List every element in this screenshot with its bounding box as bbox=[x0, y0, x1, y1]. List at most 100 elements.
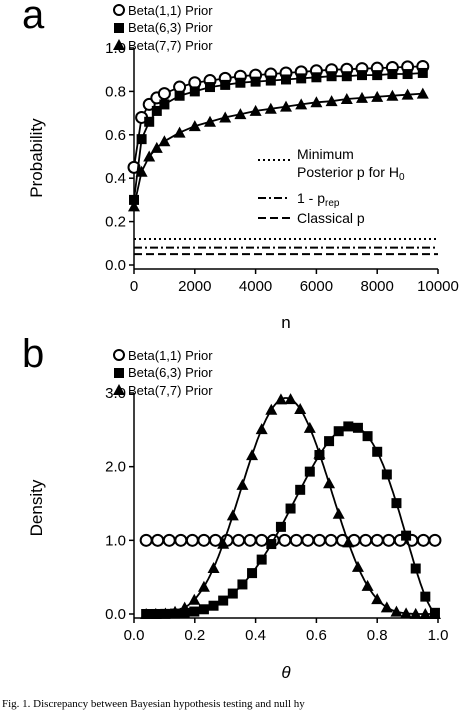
panel-a-data-point-filled-square bbox=[129, 194, 139, 205]
panel-a-series bbox=[127, 59, 430, 212]
panel-b-data-point-filled-triangle bbox=[236, 478, 249, 490]
panel-a-data-point-filled-triangle bbox=[135, 165, 148, 177]
panel-a-x-tick-label: 0 bbox=[130, 278, 138, 295]
panel-b-axes: 0.0 1.0 2.0 3.0 0.0 0.2 0.4 0.6 0.8 1.0 bbox=[105, 385, 448, 644]
panel-a-data-point-filled-square bbox=[250, 76, 261, 87]
panel-b-data-point-filled-triangle bbox=[149, 607, 162, 619]
panel-b-data-point-filled-square bbox=[304, 466, 315, 477]
panel-a-data-point-filled-triangle bbox=[264, 102, 277, 114]
panel-a-style-legend: Minimum Posterior p for H0 1 - prep Clas… bbox=[258, 146, 405, 226]
panel-b-data-point-filled-square bbox=[218, 595, 229, 606]
panel-b-data-point-open-circle bbox=[370, 533, 384, 547]
panel-b-data-point-filled-triangle bbox=[390, 605, 403, 617]
panel-a-data-point-filled-square bbox=[174, 90, 185, 101]
panel-b-series bbox=[139, 393, 442, 619]
panel-b-data-point-filled-triangle bbox=[400, 607, 413, 619]
panel-a-data-point-filled-triangle bbox=[128, 200, 140, 212]
panel-b-data-point-filled-square bbox=[401, 530, 412, 541]
panel-b-data-point-filled-triangle bbox=[207, 561, 220, 573]
panel-a-data-point-filled-triangle bbox=[173, 126, 186, 138]
panel-b-data-point-open-circle bbox=[382, 533, 396, 547]
panel-b-y-tick-label: 3.0 bbox=[105, 385, 126, 402]
panel-b-data-point-filled-square bbox=[343, 421, 354, 432]
panel-b-data-point-open-circle bbox=[278, 533, 292, 547]
panel-b-data-point-filled-square bbox=[372, 446, 383, 457]
panel-b-data-point-filled-square bbox=[247, 568, 258, 579]
panel-a-data-point-filled-square bbox=[402, 69, 413, 80]
legend-b-label-beta11: Beta(1,1) Prior bbox=[128, 348, 213, 363]
legend-a-label-beta77: Beta(7,7) Prior bbox=[128, 38, 213, 53]
panel-a-x-tick-label: 2000 bbox=[178, 278, 211, 295]
panel-b-data-point-open-circle bbox=[428, 533, 442, 547]
panel-b-data-point-open-circle bbox=[255, 533, 269, 547]
panel-b-data-point-filled-triangle bbox=[351, 560, 364, 572]
panel-a-data-point-filled-square bbox=[189, 86, 200, 97]
panel-a-data-point-filled-square bbox=[417, 67, 428, 78]
panel-a-data-point-filled-square bbox=[372, 70, 383, 81]
panel-a-data-point-filled-triangle bbox=[219, 111, 232, 123]
panel-b-data-point-filled-triangle bbox=[197, 580, 210, 592]
panel-b-data-point-filled-triangle bbox=[323, 477, 336, 489]
panel-a-data-point-filled-triangle bbox=[204, 115, 216, 127]
panel-a-reference-lines bbox=[134, 237, 438, 256]
panel-a-data-point-filled-triangle bbox=[401, 88, 414, 100]
panel-b-data-point-open-circle bbox=[208, 533, 222, 547]
panel-b-data-point-filled-triangle bbox=[371, 593, 384, 605]
panel-a-data-point-filled-triangle bbox=[356, 91, 368, 103]
panel-a-y-tick-label: 0.8 bbox=[105, 83, 126, 100]
panel-a-data-point-filled-triangle bbox=[386, 89, 399, 101]
panel-b-data-point-filled-square bbox=[227, 588, 238, 599]
panel-b-data-point-filled-triangle bbox=[294, 403, 307, 415]
panel-b-data-point-filled-square bbox=[391, 498, 402, 509]
panel-b-data-point-filled-triangle bbox=[169, 605, 182, 617]
panel-a-data-point-filled-square bbox=[265, 75, 276, 86]
panel-b-data-point-filled-triangle bbox=[246, 449, 259, 461]
panel-b-data-point-open-circle bbox=[289, 533, 303, 547]
panel-b-data-point-open-circle bbox=[324, 533, 338, 547]
legend-b-item-beta77: Beta(7,7) Prior bbox=[113, 383, 213, 398]
panel-b-x-tick-label: 0.6 bbox=[306, 627, 327, 644]
panel-b-data-point-filled-triangle bbox=[178, 601, 191, 613]
panel-b-data-point-filled-triangle bbox=[274, 393, 287, 405]
panel-a-data-point-filled-triangle bbox=[143, 150, 156, 162]
legend-b-open-circle-marker bbox=[113, 349, 125, 361]
panel-a-data-point-filled-square bbox=[281, 74, 291, 85]
panel-a-data-point-filled-square bbox=[296, 73, 307, 84]
panel-b-data-point-open-circle bbox=[139, 533, 153, 547]
panel-a-data-point-filled-triangle bbox=[150, 141, 163, 153]
legend-b-label-beta77: Beta(7,7) Prior bbox=[128, 383, 213, 398]
panel-b-data-point-filled-square bbox=[381, 469, 392, 480]
legend-a-item-beta77: Beta(7,7) Prior bbox=[113, 38, 213, 53]
panel-b-data-point-open-circle bbox=[174, 533, 188, 547]
panel-b-data-point-filled-triangle bbox=[409, 607, 422, 619]
panel-a-y-tick-label: 0.4 bbox=[105, 170, 126, 187]
panel-b-data-point-filled-triangle bbox=[265, 403, 278, 415]
panel-b-data-point-filled-square bbox=[362, 431, 373, 442]
legend-a-label-beta11: Beta(1,1) Prior bbox=[128, 3, 213, 18]
panel-a-x-tick-label: 4000 bbox=[239, 278, 272, 295]
panel-b-data-point-open-circle bbox=[243, 533, 257, 547]
panel-a-data-point-filled-triangle bbox=[188, 120, 201, 132]
panel-a-data-point-filled-triangle bbox=[295, 98, 308, 110]
panel-b-data-point-filled-square bbox=[198, 604, 209, 615]
panel-a-y-tick-label: 0.2 bbox=[105, 214, 126, 231]
panel-b-x-tick-label: 0.8 bbox=[367, 627, 388, 644]
panel-a-data-point-filled-triangle bbox=[416, 87, 429, 99]
panel-a-data-point-filled-triangle bbox=[310, 96, 323, 108]
panel-b-x-axis-title: θ bbox=[281, 663, 291, 682]
panel-a-letter: a bbox=[22, 0, 45, 37]
panel-b-data-point-filled-square bbox=[410, 563, 421, 574]
legend-a-item-beta11: Beta(1,1) Prior bbox=[113, 3, 213, 18]
panel-a-series-line-2 bbox=[133, 92, 423, 207]
panel-b-data-point-open-circle bbox=[301, 533, 315, 547]
panel-a-data-point-filled-triangle bbox=[340, 92, 353, 104]
h0-subscript: 0 bbox=[399, 172, 405, 183]
panel-b-data-point-filled-triangle bbox=[159, 607, 172, 619]
panel-a-data-point-filled-triangle bbox=[371, 90, 384, 102]
panel-b-data-point-filled-triangle bbox=[332, 507, 345, 519]
legend-a-square-marker bbox=[114, 23, 124, 33]
panel-b-data-point-filled-triangle bbox=[284, 393, 297, 405]
panel-b-data-point-filled-square bbox=[352, 422, 363, 433]
panel-b-y-tick-label: 2.0 bbox=[105, 459, 126, 476]
